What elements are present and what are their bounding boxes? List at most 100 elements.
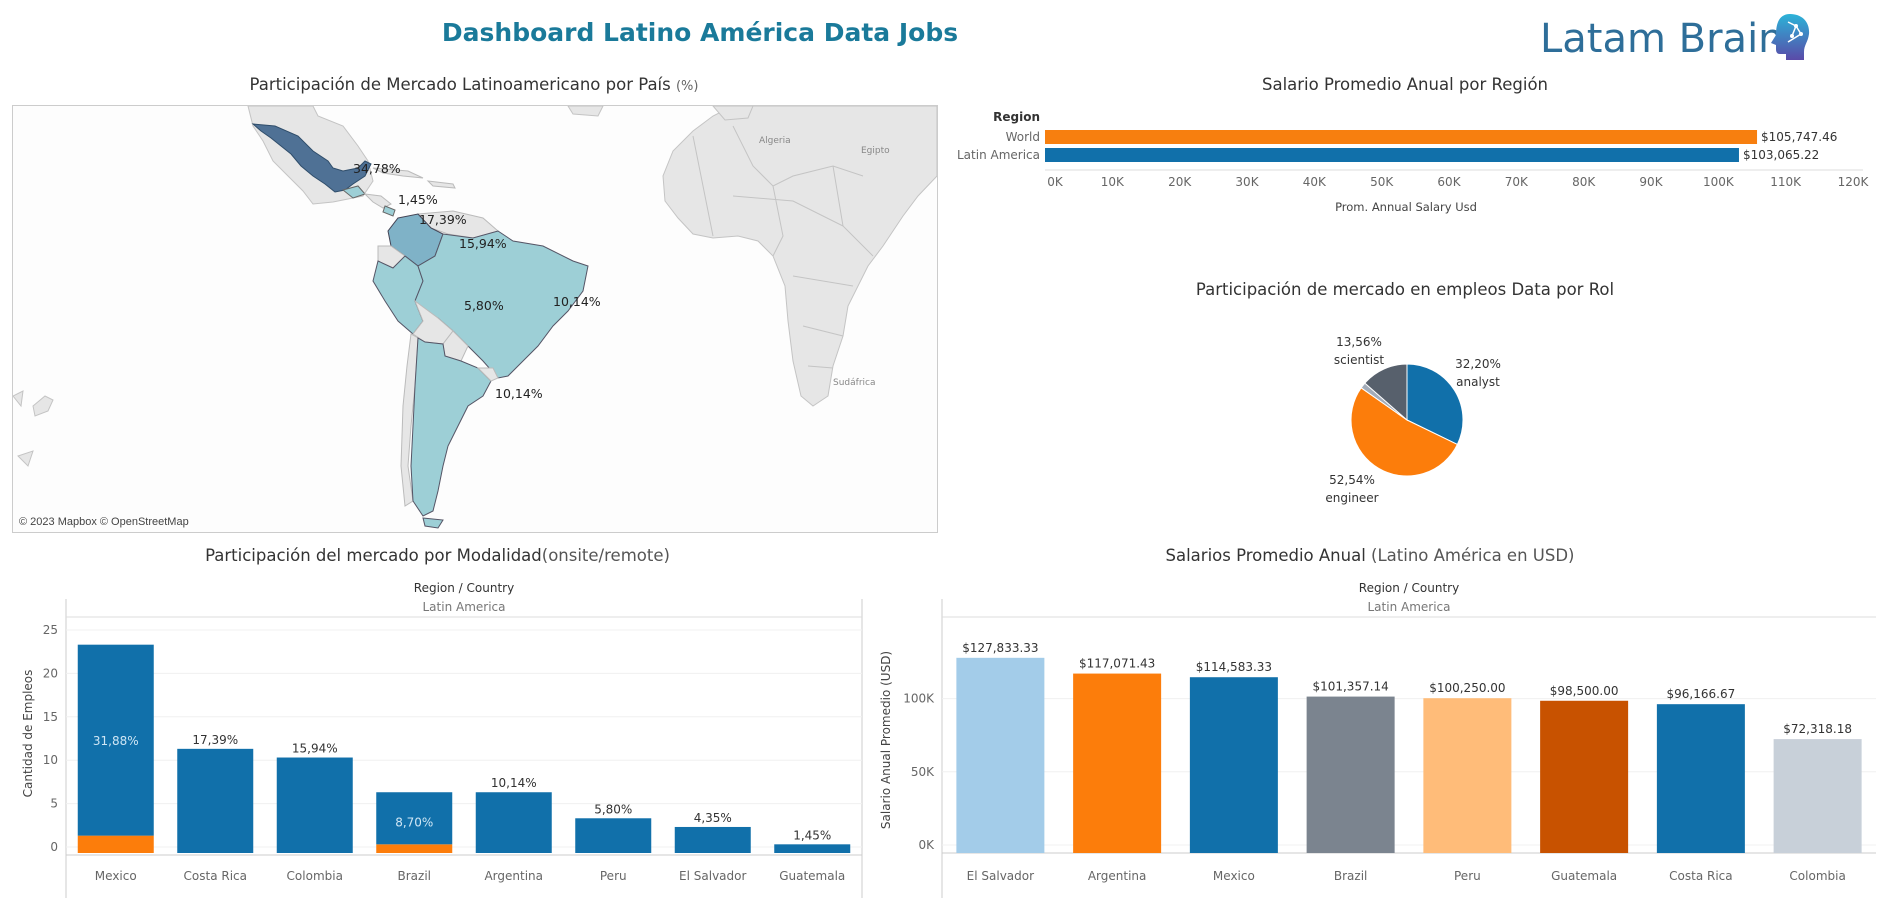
region-x-tick: 120K (1838, 175, 1870, 189)
modality-y-tick: 5 (50, 797, 58, 811)
pie-slice-scientist (1364, 363, 1408, 422)
place-label-sudafrica: Sudáfrica (833, 378, 876, 388)
region-x-tick: 10K (1101, 175, 1125, 189)
region-x-tick: 40K (1303, 175, 1327, 189)
region-x-tick: 20K (1168, 175, 1192, 189)
modality-title-text: Participación del mercado por Modalidad (205, 546, 542, 565)
map-svg (13, 106, 937, 529)
salary-y-tick: 0K (918, 838, 935, 852)
modality-y-label: Cantidad de Empleos (21, 670, 35, 798)
salary-country-title-suffix: (Latino América en USD) (1371, 546, 1575, 565)
region-value-label: $103,065.22 (1743, 148, 1819, 162)
region-x-tick: 50K (1370, 175, 1394, 189)
region-bar (1045, 148, 1739, 162)
salary-subheader: Latin America (1368, 600, 1451, 614)
modality-bar-segment (774, 844, 851, 853)
region-x-tick: 30K (1235, 175, 1259, 189)
modality-y-tick: 15 (43, 710, 58, 724)
salary-value-label: $98,500.00 (1550, 684, 1619, 698)
land-caribbean-2 (426, 180, 456, 189)
salary-country-chart: Region / Country Latin America 0K 50K 100K Sa… (879, 581, 1876, 898)
land-uruguay (476, 367, 499, 382)
salary-bar (1073, 673, 1162, 853)
modality-category-label: Colombia (287, 869, 343, 883)
modality-value-label: 17,39% (192, 733, 238, 747)
map-credit: © 2023 Mapbox © OpenStreetMap (19, 516, 189, 528)
region-category-label: Latin America (957, 148, 1040, 162)
modality-chart: Region / Country Latin America 0 5 10 15 20 25 C… (21, 581, 863, 898)
region-x-label: Prom. Annual Salary Usd (1335, 200, 1477, 214)
salary-bar (1540, 700, 1629, 853)
region-x-tick: 0K (1047, 175, 1064, 189)
map-label-costa-rica: 17,39% (419, 212, 467, 227)
pie-percent-label: 52,54% (1329, 473, 1375, 487)
land-tierra-del-fuego (422, 517, 444, 529)
brain-head-icon (1771, 14, 1810, 60)
salary-country-title: Salarios Promedio Anual (Latino América … (870, 546, 1870, 565)
modality-title-suffix: (onsite/remote) (541, 546, 670, 565)
modality-value-label: 31,88% (93, 734, 139, 748)
region-x-tick: 60K (1437, 175, 1461, 189)
salary-value-label: $96,166.67 (1667, 687, 1736, 701)
modality-value-label: 8,70% (395, 816, 433, 830)
pie-name-label: scientist (1334, 353, 1384, 367)
region-axis-header: Region (993, 110, 1040, 124)
modality-bar-segment (475, 792, 552, 853)
salary-category-label: Colombia (1789, 869, 1845, 883)
pie-name-label: engineer (1325, 491, 1378, 505)
region-x-tick: 80K (1572, 175, 1596, 189)
modality-bar-segment (376, 844, 453, 853)
land-island-2 (13, 390, 24, 408)
region-x-tick: 110K (1770, 175, 1802, 189)
country-mexico (251, 123, 372, 193)
modality-value-label: 15,94% (292, 742, 338, 756)
map-label-brazil: 10,14% (553, 294, 601, 309)
country-peru (372, 255, 424, 335)
map-label-peru: 5,80% (464, 298, 504, 313)
role-share-title: Participación de mercado en empleos Data… (1195, 280, 1615, 299)
salary-category-label: Mexico (1213, 869, 1255, 883)
logo-text: Latam Brain (1540, 16, 1784, 62)
salary-y-label: Salario Anual Promedio (USD) (879, 651, 893, 829)
map-title-text: Participación de Mercado Latinoamericano… (249, 75, 671, 94)
map-label-mexico: 34,78% (353, 161, 401, 176)
dashboard-title: Dashboard Latino América Data Jobs (441, 18, 959, 47)
country-costa-rica (382, 205, 396, 217)
salary-country-title-text: Salarios Promedio Anual (1165, 546, 1366, 565)
modality-category-label: Mexico (95, 869, 137, 883)
region-value-label: $105,747.46 (1761, 130, 1837, 144)
land-greenland (567, 106, 604, 117)
modality-bar-segment (575, 818, 652, 853)
choropleth-map[interactable]: Algeria Egipto Sudáfrica 34,78% 1,45% 17… (12, 105, 938, 533)
modality-title: Participación del mercado por Modalidad(… (0, 546, 875, 565)
region-category-label: World (1006, 130, 1040, 144)
land-caribbean (372, 167, 424, 179)
salary-category-label: Peru (1454, 869, 1481, 883)
salary-category-label: Guatemala (1551, 869, 1617, 883)
modality-bar-segment (674, 826, 751, 853)
modality-category-label: El Salvador (679, 869, 746, 883)
salary-value-label: $114,583.33 (1196, 660, 1272, 674)
salary-category-label: Brazil (1334, 869, 1368, 883)
modality-subheader: Latin America (423, 600, 506, 614)
modality-category-label: Costa Rica (184, 869, 247, 883)
modality-y-tick: 25 (43, 623, 58, 637)
salary-bar (956, 657, 1045, 853)
modality-category-label: Guatemala (779, 869, 845, 883)
map-label-colombia: 15,94% (459, 236, 507, 251)
pie-slice-analyst (1406, 363, 1464, 446)
modality-value-label: 10,14% (491, 776, 537, 790)
land-africa (662, 106, 937, 407)
modality-value-label: 4,35% (694, 811, 732, 825)
land-africa-borders (692, 125, 874, 369)
salary-value-label: $100,250.00 (1429, 681, 1505, 695)
map-label-guatemala: 1,45% (398, 192, 438, 207)
modality-y-tick: 0 (50, 840, 58, 854)
salary-bar (1423, 698, 1512, 853)
region-x-tick: 70K (1505, 175, 1529, 189)
role-share-pie: 32,20% analyst 52,54% engineer 13,56% scienti… (1325, 335, 1501, 505)
region-x-tick: 100K (1703, 175, 1735, 189)
salary-category-label: Costa Rica (1669, 869, 1732, 883)
modality-value-label: 5,80% (594, 802, 632, 816)
logo: Latam Brain (1540, 6, 1870, 66)
